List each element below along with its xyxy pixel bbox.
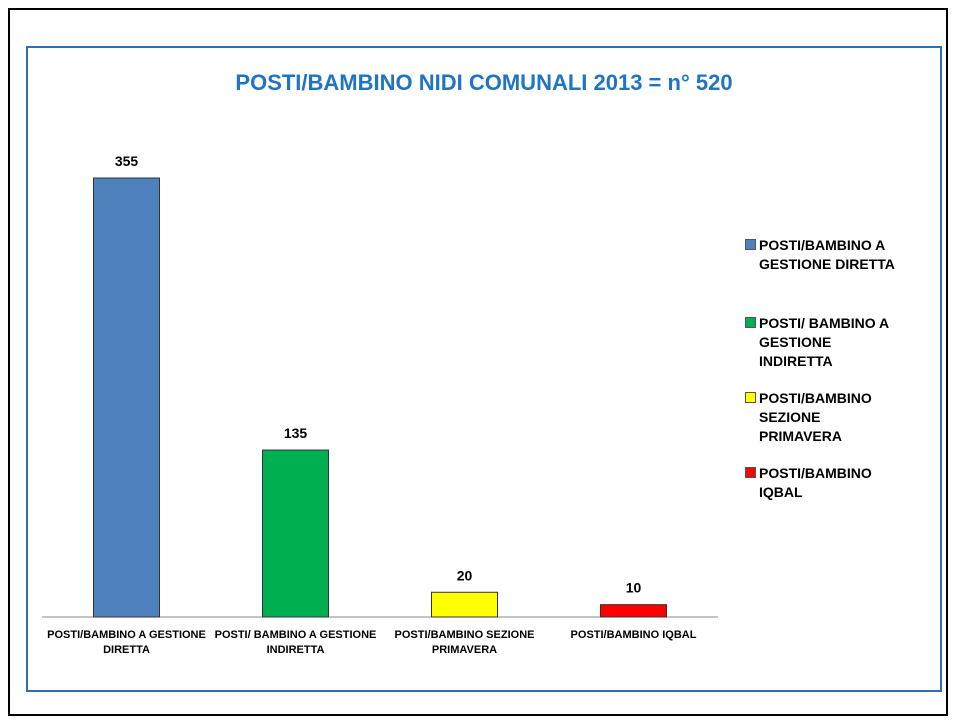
bar bbox=[431, 591, 498, 618]
legend-item: POSTI/BAMBINO A GESTIONE DIRETTA bbox=[745, 236, 915, 274]
legend-swatch bbox=[745, 392, 756, 403]
x-tick-label: POSTI/BAMBINO A GESTIONE DIRETTA bbox=[47, 629, 206, 656]
x-tick-label: POSTI/ BAMBINO A GESTIONE INDIRETTA bbox=[214, 629, 377, 656]
bar bbox=[600, 604, 667, 618]
chart-frame bbox=[26, 46, 942, 692]
chart-title: POSTI/BAMBINO NIDI COMUNALI 2013 = n° 52… bbox=[235, 70, 733, 95]
legend-swatch bbox=[745, 239, 756, 250]
slide-border bbox=[8, 8, 948, 716]
value-label: 20 bbox=[457, 567, 473, 583]
value-label: 10 bbox=[626, 580, 642, 596]
value-label: 355 bbox=[115, 153, 139, 169]
bar bbox=[262, 449, 329, 618]
legend-item: POSTI/ BAMBINO A GESTIONE INDIRETTA bbox=[745, 314, 915, 371]
legend-label: POSTI/BAMBINO SEZIONE PRIMAVERA bbox=[759, 390, 872, 444]
legend-label: POSTI/BAMBINO A GESTIONE DIRETTA bbox=[759, 237, 895, 272]
x-tick-label: POSTI/BAMBINO IQBAL bbox=[570, 629, 697, 641]
legend-label: POSTI/BAMBINO IQBAL bbox=[759, 465, 872, 500]
bar bbox=[93, 177, 160, 618]
value-label: 135 bbox=[284, 425, 308, 441]
legend-swatch bbox=[745, 467, 756, 478]
legend-swatch bbox=[745, 317, 756, 328]
x-tick-label: POSTI/BAMBINO SEZIONE PRIMAVERA bbox=[394, 629, 535, 656]
legend-label: POSTI/ BAMBINO A GESTIONE INDIRETTA bbox=[759, 315, 889, 369]
legend-item: POSTI/BAMBINO SEZIONE PRIMAVERA bbox=[745, 389, 915, 446]
legend-item: POSTI/BAMBINO IQBAL bbox=[745, 464, 915, 502]
